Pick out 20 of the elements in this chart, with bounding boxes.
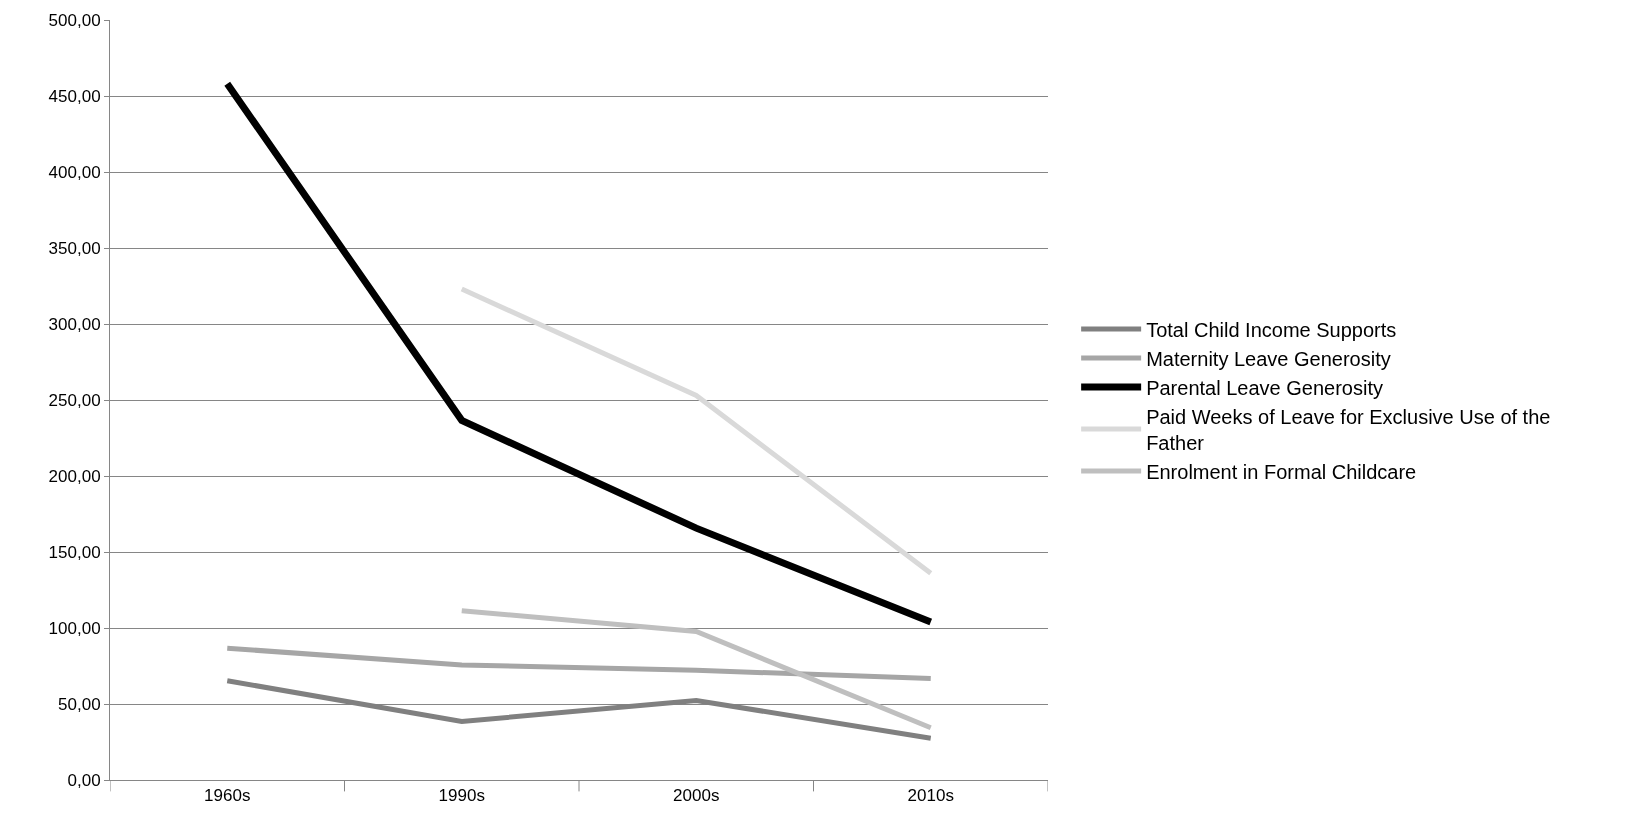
x-tick-label: 2010s bbox=[907, 786, 954, 806]
y-tick-label: 0,00 bbox=[67, 770, 101, 790]
y-tick-label: 400,00 bbox=[48, 162, 101, 182]
legend-label: Paid Weeks of Leave for Exclusive Use of the Father bbox=[1146, 405, 1551, 454]
y-tick-label: 50,00 bbox=[58, 694, 101, 714]
legend-label: Enrolment in Formal Childcare bbox=[1146, 460, 1417, 483]
x-tick-label: 1960s bbox=[204, 786, 251, 806]
y-tick-label: 500,00 bbox=[48, 10, 101, 30]
y-tick-label: 450,00 bbox=[48, 86, 101, 106]
y-tick-label: 200,00 bbox=[48, 466, 101, 486]
legend-label: Total Child Income Supports bbox=[1146, 318, 1397, 341]
x-tick-label: 2000s bbox=[673, 786, 720, 806]
y-tick-label: 300,00 bbox=[48, 314, 101, 334]
y-tick-label: 250,00 bbox=[48, 390, 101, 410]
y-tick-label: 150,00 bbox=[48, 542, 101, 562]
x-tick-label: 1990s bbox=[438, 786, 485, 806]
y-tick-label: 100,00 bbox=[48, 618, 101, 638]
legend-label: Parental Leave Generosity bbox=[1146, 376, 1383, 399]
legend-label: Maternity Leave Generosity bbox=[1146, 347, 1391, 370]
y-tick-label: 350,00 bbox=[48, 238, 101, 258]
